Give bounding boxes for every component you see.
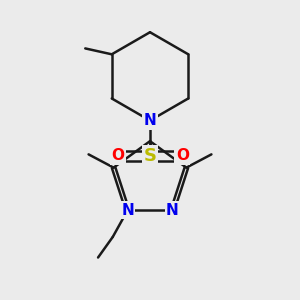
Text: O: O xyxy=(111,148,124,164)
Text: S: S xyxy=(143,147,157,165)
Text: N: N xyxy=(121,203,134,218)
Text: N: N xyxy=(144,113,156,128)
Text: O: O xyxy=(176,148,189,164)
Text: N: N xyxy=(166,203,179,218)
